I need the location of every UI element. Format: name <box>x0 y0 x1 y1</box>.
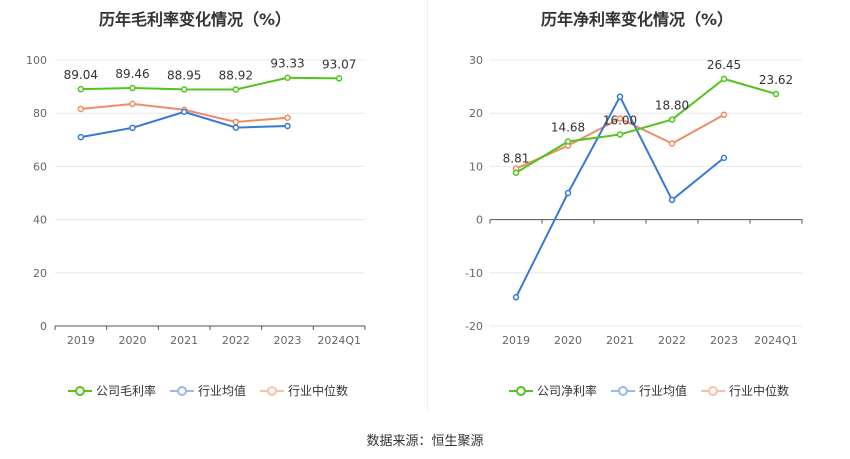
y-tick-label: 100 <box>26 54 47 67</box>
data-point-1 <box>180 108 188 116</box>
data-label: 26.45 <box>707 58 741 72</box>
legend-swatch-icon <box>611 385 636 397</box>
data-point-0 <box>720 75 728 83</box>
legend-swatch-icon <box>509 385 533 397</box>
y-tick-label: 30 <box>469 54 483 67</box>
legend-label: 公司毛利率 <box>96 384 157 398</box>
x-tick-label: 2021 <box>170 334 198 347</box>
y-tick-label: 0 <box>40 320 47 333</box>
y-tick-label: 20 <box>33 267 47 280</box>
series-line-0 <box>515 77 777 174</box>
chart-title-net-margin: 历年净利率变化情况（%） <box>541 10 734 29</box>
data-label: 8.81 <box>503 152 530 166</box>
data-source-note: 数据来源：恒生聚源 <box>366 434 484 449</box>
legend-net-margin: 公司净利率 行业均值 行业中位数 <box>509 382 803 399</box>
x-tick-label: 2022 <box>222 334 250 347</box>
data-point-1 <box>77 133 85 141</box>
x-tick-label: 2023 <box>274 334 302 347</box>
x-tick-label: 2020 <box>554 334 582 347</box>
legend-item-company[interactable]: 公司毛利率 <box>68 382 156 399</box>
legend-label: 行业中位数 <box>729 384 790 398</box>
series-line-0 <box>80 76 340 91</box>
data-point-0 <box>564 138 572 145</box>
data-point-2 <box>232 118 240 126</box>
legend-swatch-icon <box>170 385 195 397</box>
data-point-1 <box>129 124 136 132</box>
panel-divider <box>427 0 428 410</box>
chart-title-gross-margin: 历年毛利率变化情况（%） <box>99 10 292 29</box>
data-point-1 <box>564 189 572 197</box>
legend-swatch-icon <box>701 385 726 397</box>
x-tick-label: 2024Q1 <box>317 334 361 347</box>
y-tick-label: -20 <box>465 320 483 333</box>
data-label: 16.00 <box>603 113 637 127</box>
legend-label: 行业中位数 <box>288 384 349 398</box>
data-point-0 <box>232 86 240 93</box>
legend-swatch-icon <box>260 385 285 397</box>
legend-label: 行业均值 <box>198 384 247 398</box>
y-tick-label: 40 <box>33 214 47 227</box>
x-tick-label: 2021 <box>606 334 634 347</box>
data-label: 18.80 <box>655 99 689 113</box>
data-point-1 <box>720 154 728 162</box>
data-point-0 <box>284 74 291 81</box>
data-point-0 <box>668 116 676 123</box>
data-label: 89.46 <box>115 67 149 81</box>
y-tick-label: -10 <box>465 267 483 280</box>
legend-gross-margin: 公司毛利率 行业均值 行业中位数 <box>68 382 362 399</box>
data-label: 23.62 <box>759 73 793 87</box>
data-point-2 <box>129 100 136 108</box>
x-tick-label: 2019 <box>67 334 95 347</box>
x-tick-label: 2024Q1 <box>754 334 798 347</box>
legend-label: 行业均值 <box>639 384 688 398</box>
x-tick-label: 2019 <box>502 334 530 347</box>
legend-label: 公司净利率 <box>537 384 598 398</box>
data-point-2 <box>284 114 291 121</box>
legend-item-industry-median[interactable]: 行业中位数 <box>701 382 789 399</box>
data-point-0 <box>512 169 520 176</box>
data-point-2 <box>77 105 85 113</box>
data-label: 88.95 <box>167 68 201 82</box>
data-label: 93.07 <box>322 57 356 71</box>
data-point-0 <box>77 85 85 93</box>
y-tick-label: 60 <box>33 160 47 173</box>
data-point-0 <box>180 86 188 93</box>
legend-item-industry-median[interactable]: 行业中位数 <box>260 382 348 399</box>
data-label: 89.04 <box>64 68 98 82</box>
data-point-0 <box>335 75 343 82</box>
data-label: 14.68 <box>551 121 585 135</box>
y-tick-label: 80 <box>33 107 47 120</box>
legend-item-company[interactable]: 公司净利率 <box>509 382 597 399</box>
x-tick-label: 2022 <box>658 334 686 347</box>
x-tick-label: 2023 <box>710 334 738 347</box>
data-point-1 <box>284 122 291 130</box>
series-line-1 <box>80 110 288 139</box>
data-label: 93.33 <box>270 57 304 71</box>
y-tick-label: 10 <box>469 160 483 173</box>
data-point-2 <box>668 140 676 147</box>
y-tick-label: 20 <box>469 107 483 120</box>
y-tick-label: 0 <box>476 214 483 227</box>
data-point-1 <box>232 124 240 131</box>
data-point-0 <box>129 84 136 92</box>
legend-swatch-icon <box>68 385 92 397</box>
legend-item-industry-avg[interactable]: 行业均值 <box>611 382 687 399</box>
legend-item-industry-avg[interactable]: 行业均值 <box>170 382 246 399</box>
data-point-0 <box>772 90 780 98</box>
data-point-2 <box>616 115 624 122</box>
data-point-0 <box>616 131 624 138</box>
data-point-1 <box>668 196 676 204</box>
data-point-1 <box>512 294 520 301</box>
data-point-1 <box>616 93 624 100</box>
data-point-2 <box>720 111 728 119</box>
x-tick-label: 2020 <box>119 334 147 347</box>
data-label: 88.92 <box>219 68 253 82</box>
